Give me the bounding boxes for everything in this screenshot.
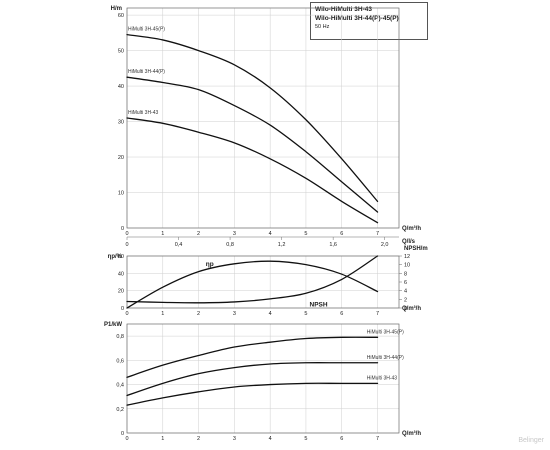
- x-tick-label: 7: [376, 231, 379, 237]
- x-tick-label: 2: [197, 231, 200, 237]
- x-tick-label: 4: [269, 311, 272, 317]
- y-tick-label: 0,6: [116, 358, 124, 364]
- series-label: HiMulti 3H-45(P): [367, 329, 404, 335]
- y-tick-label: 40: [118, 271, 124, 277]
- x-tick-label: 0: [125, 231, 128, 237]
- series-label: HiMulti 3H-44(P): [367, 355, 404, 361]
- secondary-x-axis-label: Q/l/s: [402, 239, 416, 245]
- power-series-2-line: [126, 382, 379, 406]
- x-tick-label: 3: [233, 436, 236, 442]
- y-tick-label: 30: [118, 120, 124, 126]
- y2-tick-label: 10: [404, 263, 410, 269]
- y-tick-label: 20: [118, 155, 124, 161]
- x-tick-label: 5: [304, 231, 307, 237]
- x-tick-label: 1: [161, 311, 164, 317]
- x-tick-label: 3: [233, 311, 236, 317]
- secondary-x-tick-label: 0: [125, 242, 128, 248]
- watermark: Belinger: [518, 437, 544, 444]
- x-axis-label: Q/m³/h: [402, 225, 421, 232]
- series-label: HiMulti 3H-43: [128, 110, 159, 116]
- y-tick-label: 40: [118, 84, 124, 90]
- series-label: ηp: [206, 261, 214, 268]
- series-label: NPSH: [310, 302, 328, 309]
- y2-axis-label: NPSH/m: [404, 246, 428, 252]
- x-tick-label: 0: [125, 436, 128, 442]
- y-tick-label: 0,2: [116, 407, 124, 413]
- x-axis-label: Q/m³/h: [402, 430, 421, 437]
- power-series-1-line: [126, 362, 379, 397]
- y2-tick-label: 6: [404, 280, 407, 286]
- secondary-x-tick-label: 1,6: [329, 242, 337, 248]
- x-tick-label: 2: [197, 436, 200, 442]
- x-tick-label: 1: [161, 231, 164, 237]
- head-series-0-line: [126, 33, 379, 203]
- x-tick-label: 1: [161, 436, 164, 442]
- frequency-label: 50 Hz: [315, 24, 330, 30]
- y2-tick-label: 12: [404, 254, 410, 260]
- y-tick-label: 10: [118, 191, 124, 197]
- power-frame: [126, 323, 400, 434]
- y-tick-label: 60: [118, 254, 124, 260]
- x-tick-label: 5: [304, 311, 307, 317]
- y-tick-label: 0,8: [116, 334, 124, 340]
- y-tick-label: 0,4: [116, 383, 124, 389]
- y-tick-label: 0: [121, 306, 124, 312]
- y2-tick-label: 2: [404, 297, 407, 303]
- y-tick-label: 0: [121, 431, 124, 437]
- secondary-x-tick-label: 1,2: [278, 242, 286, 248]
- x-tick-label: 3: [233, 231, 236, 237]
- y-tick-label: 0: [121, 226, 124, 232]
- y2-tick-label: 4: [404, 289, 407, 295]
- head-panel: 0 10 20 30 40 50 60 0 1 2 3 4 5 6 7 Q/m³/h H/m 0 0,4 0,8 1,2…: [111, 6, 422, 248]
- x-axis-label: Q/m³/h: [402, 305, 421, 312]
- y-tick-label: 60: [118, 13, 124, 19]
- y-tick-label: 20: [118, 289, 124, 295]
- y-axis-label: ηp/%: [108, 254, 123, 260]
- secondary-x-tick-label: 0,8: [226, 242, 234, 248]
- title-line-2: Wilo-HiMulti 3H-44(P)-45(P): [315, 15, 399, 22]
- x-tick-label: 7: [376, 311, 379, 317]
- title-line-1: Wilo-HiMulti 3H-43: [315, 6, 372, 13]
- x-tick-label: 4: [269, 436, 272, 442]
- y-axis-label: H/m: [111, 6, 122, 12]
- power-series-0-line: [126, 336, 379, 378]
- y2-tick-label: 8: [404, 271, 407, 277]
- secondary-x-tick-label: 2,0: [381, 242, 389, 248]
- x-tick-label: 0: [125, 311, 128, 317]
- efficiency-series-1-line: [126, 255, 379, 304]
- y-axis-label: P1/kW: [104, 322, 122, 328]
- series-label: HiMulti 3H-45(P): [128, 27, 165, 33]
- secondary-x-tick-label: 0,4: [175, 242, 183, 248]
- x-tick-label: 2: [197, 311, 200, 317]
- efficiency-series-0-line: [126, 260, 379, 309]
- head-series-2-line: [126, 117, 379, 224]
- y-tick-label: 50: [118, 49, 124, 55]
- series-label: HiMulti 3H-43: [367, 375, 398, 381]
- x-tick-label: 6: [340, 231, 343, 237]
- y2-tick-label: 0: [404, 306, 407, 312]
- x-tick-label: 4: [269, 231, 272, 237]
- series-label: HiMulti 3H-44(P): [128, 69, 165, 75]
- head-series-1-line: [126, 76, 379, 213]
- power-panel: 0 0,2 0,4 0,6 0,8 0 1 2 3 4 5 6 7 Q/m³/h P1/kW HiMulti …: [104, 322, 421, 442]
- x-tick-label: 6: [340, 311, 343, 317]
- x-tick-label: 5: [304, 436, 307, 442]
- x-tick-label: 6: [340, 436, 343, 442]
- x-tick-label: 7: [376, 436, 379, 442]
